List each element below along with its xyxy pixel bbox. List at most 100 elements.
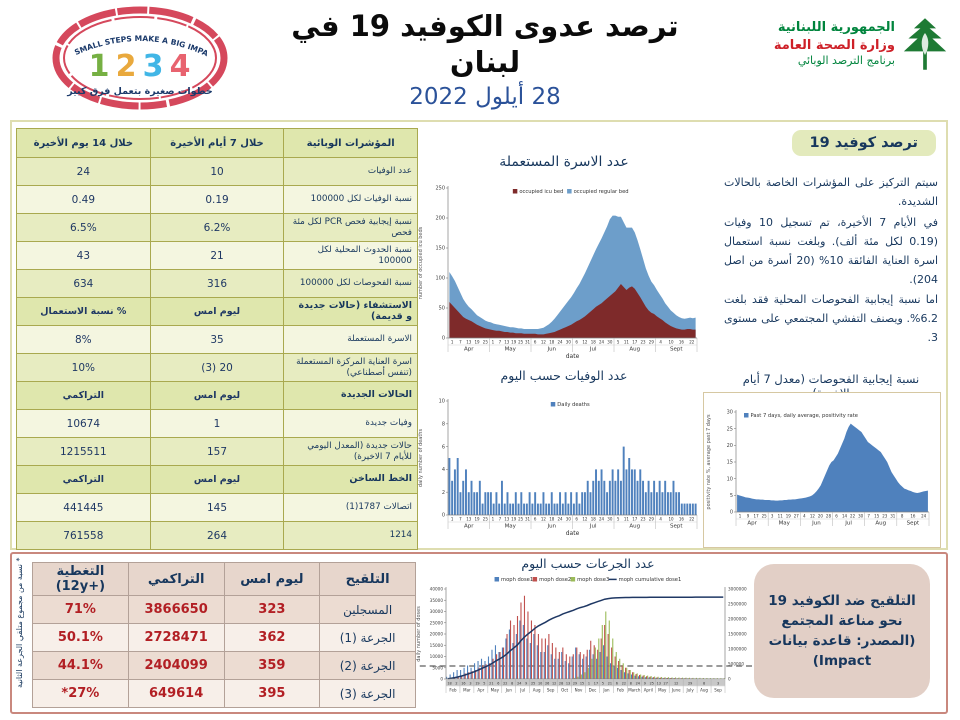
summary-paragraph: سيتم التركيز على المؤشرات الخاصة بالحالا… (724, 176, 938, 208)
svg-text:5: 5 (617, 516, 620, 521)
svg-text:Jun: Jun (505, 688, 513, 693)
svg-text:29: 29 (649, 339, 655, 344)
svg-text:Daily deaths: Daily deaths (557, 402, 590, 408)
svg-text:2000000: 2000000 (728, 617, 747, 622)
svg-text:Apr: Apr (464, 524, 474, 530)
svg-text:31: 31 (525, 516, 531, 521)
vaccine-box-text: التلقيح ضد الكوفيد 19 نحو مناعة المجتمع (768, 592, 916, 629)
daily-deaths-chart: 0 2 4 6 8 10 daily number of deaths Daily death… (414, 384, 714, 548)
moph-republic-line: الجمهورية اللبنانية (777, 20, 895, 36)
vaccination-data-row: الجرعة (2) 359 2404099 44.1% (32, 651, 416, 680)
svg-text:7: 7 (459, 339, 462, 344)
covid-surveillance-badge: ترصد كوفيد 19 (791, 130, 936, 156)
indicators-data-row: اسرة العناية المركزة المستعملة (تنفس أصط… (16, 353, 418, 382)
svg-text:17: 17 (754, 513, 760, 518)
svg-text:9: 9 (644, 681, 646, 685)
indicators-section-row: الاستشفاء (حالات جديدة و قديمة) ليوم امس%… (16, 297, 418, 326)
svg-text:6: 6 (835, 513, 838, 518)
svg-text:24: 24 (599, 339, 605, 344)
svg-text:13: 13 (504, 516, 510, 521)
svg-text:29: 29 (649, 516, 655, 521)
svg-text:10: 10 (669, 339, 675, 344)
occupied-beds-chart: 0 50 100 150 200 250 number of occupied icu be… (414, 171, 714, 371)
svg-text:24: 24 (921, 513, 927, 518)
svg-text:5: 5 (483, 681, 485, 685)
svg-text:4: 4 (803, 513, 806, 518)
indicators-data-row: نسبة الوفيات لكل 100000 0.19 0.49 (16, 185, 418, 214)
svg-text:Jul: Jul (589, 347, 597, 353)
svg-text:150: 150 (435, 246, 445, 252)
positivity-chart-box: 0 5 10 15 20 25 30 positivity rate %, average p… (703, 392, 941, 548)
svg-text:5000: 5000 (432, 665, 443, 670)
svg-text:occupied icu bed: occupied icu bed (519, 189, 563, 195)
indicators-col-header: المؤشرات الوبائية (283, 128, 418, 158)
indicator-value-14d: 8% (16, 325, 151, 354)
occupied-beds-chart-title: عدد الاسرة المستعملة (499, 154, 629, 170)
indicator-value-14d: 634 (16, 269, 151, 298)
svg-text:Jul: Jul (519, 688, 525, 693)
svg-text:6: 6 (534, 516, 537, 521)
svg-text:June: June (671, 688, 681, 693)
svg-text:30: 30 (727, 410, 733, 416)
dose-yesterday-value: 359 (223, 651, 321, 680)
svg-text:moph dose3: moph dose3 (577, 577, 609, 583)
indicator-label: نسبة إيجابية فحص PCR لكل مئة فحص (283, 213, 418, 242)
svg-text:16: 16 (679, 516, 685, 521)
svg-text:Sept: Sept (907, 521, 920, 527)
svg-text:19: 19 (475, 339, 481, 344)
indicator-value-7d: 21 (149, 241, 285, 270)
vaccination-col-header-1: ليوم امس (223, 562, 321, 596)
dose-yesterday-value: 395 (223, 679, 321, 708)
vaccination-data-row: المسجلين 323 3866650 71% (32, 595, 416, 624)
svg-text:30: 30 (566, 516, 572, 521)
svg-text:1: 1 (492, 516, 495, 521)
indicator-value-7d: ليوم امس (149, 297, 285, 326)
dose-cumulative-value: 3866650 (127, 595, 225, 624)
svg-text:May: May (491, 688, 500, 693)
moph-logo: الجمهورية اللبنانية وزارة الصحة العامة ب… (774, 16, 948, 72)
svg-text:11: 11 (624, 516, 630, 521)
svg-text:11: 11 (624, 339, 630, 344)
svg-text:Mar: Mar (463, 688, 471, 693)
svg-text:12: 12 (582, 339, 588, 344)
svg-text:100: 100 (435, 276, 445, 282)
svg-text:Nov: Nov (575, 688, 583, 693)
report-date: 28 أيلول 2022 (409, 83, 561, 110)
indicators-section-row: الخط الساخن ليوم امس التراكمي (16, 465, 418, 494)
svg-text:7: 7 (499, 339, 502, 344)
svg-text:6: 6 (442, 444, 445, 450)
stamp-digit-3: 3 (143, 49, 164, 84)
svg-text:8: 8 (511, 681, 513, 685)
svg-text:May: May (658, 688, 667, 693)
svg-text:moph dose2: moph dose2 (539, 577, 571, 583)
svg-text:30: 30 (607, 339, 613, 344)
indicator-value-7d: 35 (149, 325, 285, 354)
svg-text:0: 0 (440, 677, 443, 682)
svg-text:moph cumulative dose1: moph cumulative dose1 (619, 577, 682, 583)
summary-paragraph: اما نسبة إيجابية الفحوصات المحلية فقد بل… (724, 293, 938, 345)
svg-text:29: 29 (688, 681, 692, 685)
svg-text:2500000: 2500000 (728, 602, 747, 607)
indicator-value-14d: التراكمي (16, 381, 151, 410)
daily-doses-chart-title: عدد الجرعات حسب اليوم (521, 556, 655, 571)
indicators-data-row: الاسرة المستعملة 35 8% (16, 325, 418, 354)
svg-text:50: 50 (439, 306, 445, 312)
svg-text:Aug: Aug (700, 688, 708, 693)
vaccination-table: التلقيح ليوم امس التراكمي التغطية (+12y) الم… (32, 562, 416, 708)
daily-deaths-chart-title: عدد الوفيات حسب اليوم (500, 368, 628, 383)
dose-cumulative-value: 649614 (127, 679, 225, 708)
svg-text:Oct: Oct (561, 688, 568, 693)
svg-text:8: 8 (442, 422, 445, 428)
svg-text:13: 13 (466, 516, 472, 521)
svg-text:17: 17 (632, 516, 638, 521)
svg-text:20000: 20000 (430, 632, 444, 637)
svg-text:25: 25 (518, 516, 524, 521)
dose-label: المسجلين (319, 595, 416, 624)
svg-text:15000: 15000 (430, 643, 444, 648)
svg-text:200: 200 (435, 216, 445, 222)
svg-text:0: 0 (442, 336, 445, 342)
svg-text:July: July (686, 688, 695, 693)
svg-text:13: 13 (566, 681, 570, 685)
svg-text:10: 10 (727, 476, 733, 482)
svg-text:3000000: 3000000 (728, 587, 747, 592)
